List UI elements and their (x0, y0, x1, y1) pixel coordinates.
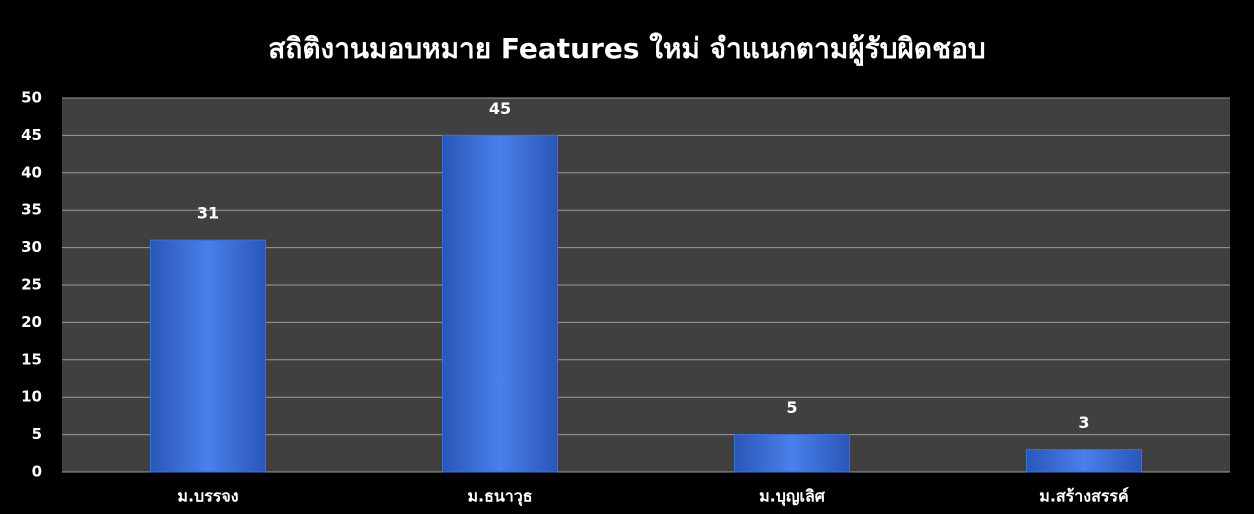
x-tick-label: ม.สร้างสรรค์ (1039, 487, 1128, 506)
y-tick-label: 15 (21, 350, 42, 368)
y-tick-label: 45 (21, 126, 42, 144)
bar (441, 134, 559, 473)
y-tick-label: 30 (21, 238, 42, 256)
y-tick-label: 35 (21, 201, 42, 219)
y-tick-label: 10 (21, 388, 42, 406)
y-tick-label: 20 (21, 313, 42, 331)
y-tick-label: 0 (32, 463, 42, 481)
value-label: 3 (1078, 413, 1089, 432)
x-tick-label: ม.ธนาวุธ (467, 487, 532, 507)
value-label: 31 (197, 204, 219, 223)
x-tick-label: ม.บรรจง (177, 487, 238, 506)
bar (1025, 449, 1143, 473)
y-tick-label: 50 (21, 89, 42, 107)
x-tick-label: ม.บุญเลิศ (759, 487, 826, 507)
value-label: 45 (489, 99, 511, 118)
bar (149, 239, 267, 473)
chart-title: สถิติงานมอบหมาย Features ใหม่ จำแนกตามผู… (268, 32, 985, 66)
y-tick-label: 40 (21, 163, 42, 181)
value-label: 5 (786, 398, 797, 417)
bar (733, 434, 851, 473)
y-tick-label: 5 (32, 425, 42, 443)
y-tick-label: 25 (21, 276, 42, 294)
